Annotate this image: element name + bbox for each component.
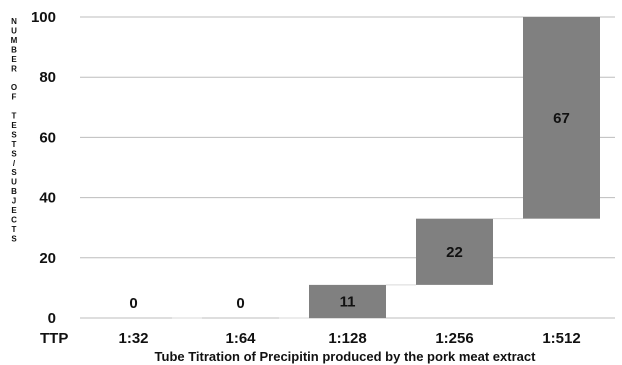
x-axis-categories: TTP 1:32 1:64 1:128 1:256 1:512 <box>40 330 581 347</box>
y-axis-title-char: E <box>11 121 17 130</box>
gridlines <box>80 16 615 319</box>
y-axis-title-char: O <box>11 83 17 92</box>
data-label: 0 <box>129 295 137 312</box>
y-tick-label: 40 <box>39 190 56 207</box>
y-tick-label: 80 <box>39 69 56 86</box>
y-axis-title-char: U <box>11 26 17 35</box>
x-tick-label: 1:32 <box>118 330 148 347</box>
y-axis-title-char: E <box>11 206 17 215</box>
y-tick-label: 20 <box>39 250 56 267</box>
y-axis-title-char: B <box>11 45 17 54</box>
connector-lines <box>172 218 523 319</box>
y-axis-title-char: S <box>11 130 17 139</box>
y-tick-label: 100 <box>31 9 56 26</box>
x-tick-label: 1:64 <box>225 330 256 347</box>
y-tick-label: 0 <box>48 310 56 327</box>
bar <box>523 17 600 219</box>
data-label: 22 <box>446 244 463 261</box>
y-axis-title-char: T <box>12 112 17 121</box>
bar <box>309 284 386 318</box>
y-axis-title-char: F <box>12 93 17 102</box>
x-tick-label: 1:128 <box>328 330 366 347</box>
bar <box>416 218 493 285</box>
y-axis-title-char: N <box>11 17 17 26</box>
bars <box>95 17 600 319</box>
y-axis-title-char: T <box>12 140 17 149</box>
y-axis-title-char: C <box>11 215 17 224</box>
x-tick-label: 1:256 <box>435 330 473 347</box>
data-label: 67 <box>553 110 570 127</box>
y-tick-label: 60 <box>39 129 56 146</box>
y-axis-title-char: T <box>12 225 17 234</box>
data-label: 11 <box>340 293 356 310</box>
y-axis-title-char: E <box>11 55 17 64</box>
y-axis-title-char: B <box>11 187 17 196</box>
y-axis-title-char: J <box>12 197 16 206</box>
x-axis-prefix: TTP <box>40 330 68 347</box>
x-tick-label: 1:512 <box>542 330 580 347</box>
y-axis-title-char: S <box>11 168 17 177</box>
y-axis-title-char: S <box>11 149 17 158</box>
y-axis-ticks: 0 20 40 60 80 100 <box>31 9 56 327</box>
x-axis-title: Tube Titration of Precipitin produced by… <box>155 349 537 364</box>
data-label: 0 <box>236 295 244 312</box>
data-labels: 0 0 11 22 67 <box>129 110 570 312</box>
y-axis-title-char: / <box>13 159 16 168</box>
y-axis-title-char: S <box>11 234 17 243</box>
y-axis-title-char: M <box>11 36 18 45</box>
y-axis-title-char: R <box>11 64 17 73</box>
y-axis-title-char: U <box>11 178 17 187</box>
